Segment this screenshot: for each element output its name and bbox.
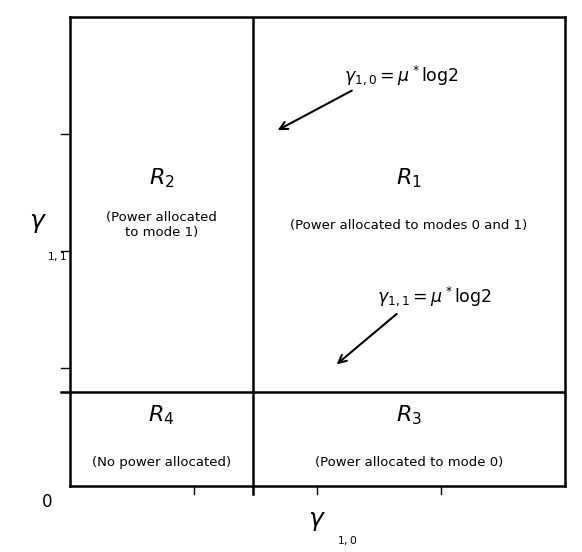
Text: $\gamma$: $\gamma$ <box>308 509 326 533</box>
Text: (No power allocated): (No power allocated) <box>92 456 231 469</box>
Text: $\gamma_{1,1}=\mu^*\mathrm{log}2$: $\gamma_{1,1}=\mu^*\mathrm{log}2$ <box>377 284 491 307</box>
Text: $_{1,1}$: $_{1,1}$ <box>47 248 68 263</box>
Text: 0: 0 <box>42 493 53 511</box>
Text: (Power allocated to mode 0): (Power allocated to mode 0) <box>315 456 503 469</box>
Text: (Power allocated
to mode 1): (Power allocated to mode 1) <box>106 211 217 240</box>
Text: $R_1$: $R_1$ <box>396 167 421 190</box>
Text: $_{1,0}$: $_{1,0}$ <box>336 532 357 547</box>
Text: $\gamma_{1,0}=\mu^*\mathrm{log}2$: $\gamma_{1,0}=\mu^*\mathrm{log}2$ <box>345 63 459 87</box>
Text: $\gamma$: $\gamma$ <box>29 211 47 235</box>
Text: $R_3$: $R_3$ <box>396 404 422 427</box>
Text: (Power allocated to modes 0 and 1): (Power allocated to modes 0 and 1) <box>290 219 527 232</box>
Text: $R_2$: $R_2$ <box>148 167 174 190</box>
Text: $R_4$: $R_4$ <box>148 404 175 427</box>
